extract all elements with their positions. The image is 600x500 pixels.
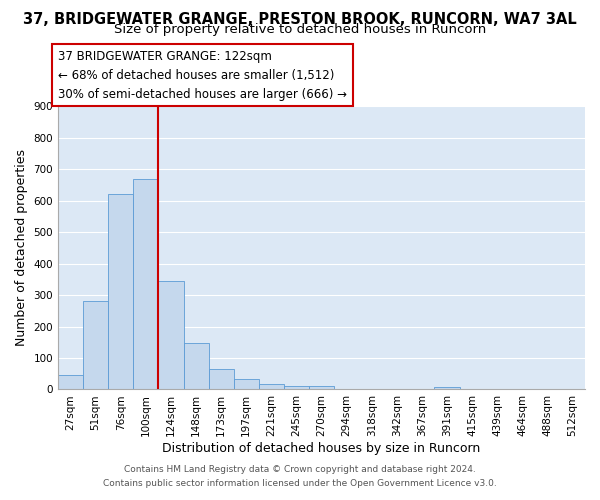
Bar (133, 178, 158, 390)
Bar (83, 302, 108, 390)
Text: 37 BRIDGEWATER GRANGE: 122sqm
← 68% of detached houses are smaller (1,512)
30% o: 37 BRIDGEWATER GRANGE: 122sqm ← 68% of d… (58, 50, 347, 100)
Text: Contains HM Land Registry data © Crown copyright and database right 2024.
Contai: Contains HM Land Registry data © Crown c… (103, 466, 497, 487)
X-axis label: Distribution of detached houses by size in Runcorn: Distribution of detached houses by size … (163, 442, 481, 455)
Bar (209, 369, 233, 390)
Bar (233, 380, 259, 390)
Bar (158, 281, 184, 390)
Text: Size of property relative to detached houses in Runcorn: Size of property relative to detached ho… (114, 22, 486, 36)
Bar (259, 384, 284, 390)
Bar (184, 343, 209, 390)
Bar (309, 386, 334, 390)
Bar (284, 386, 309, 390)
Bar (58, 376, 83, 390)
Bar (108, 194, 133, 390)
Bar (434, 387, 460, 390)
Text: 37, BRIDGEWATER GRANGE, PRESTON BROOK, RUNCORN, WA7 3AL: 37, BRIDGEWATER GRANGE, PRESTON BROOK, R… (23, 12, 577, 28)
Y-axis label: Number of detached properties: Number of detached properties (15, 150, 28, 346)
